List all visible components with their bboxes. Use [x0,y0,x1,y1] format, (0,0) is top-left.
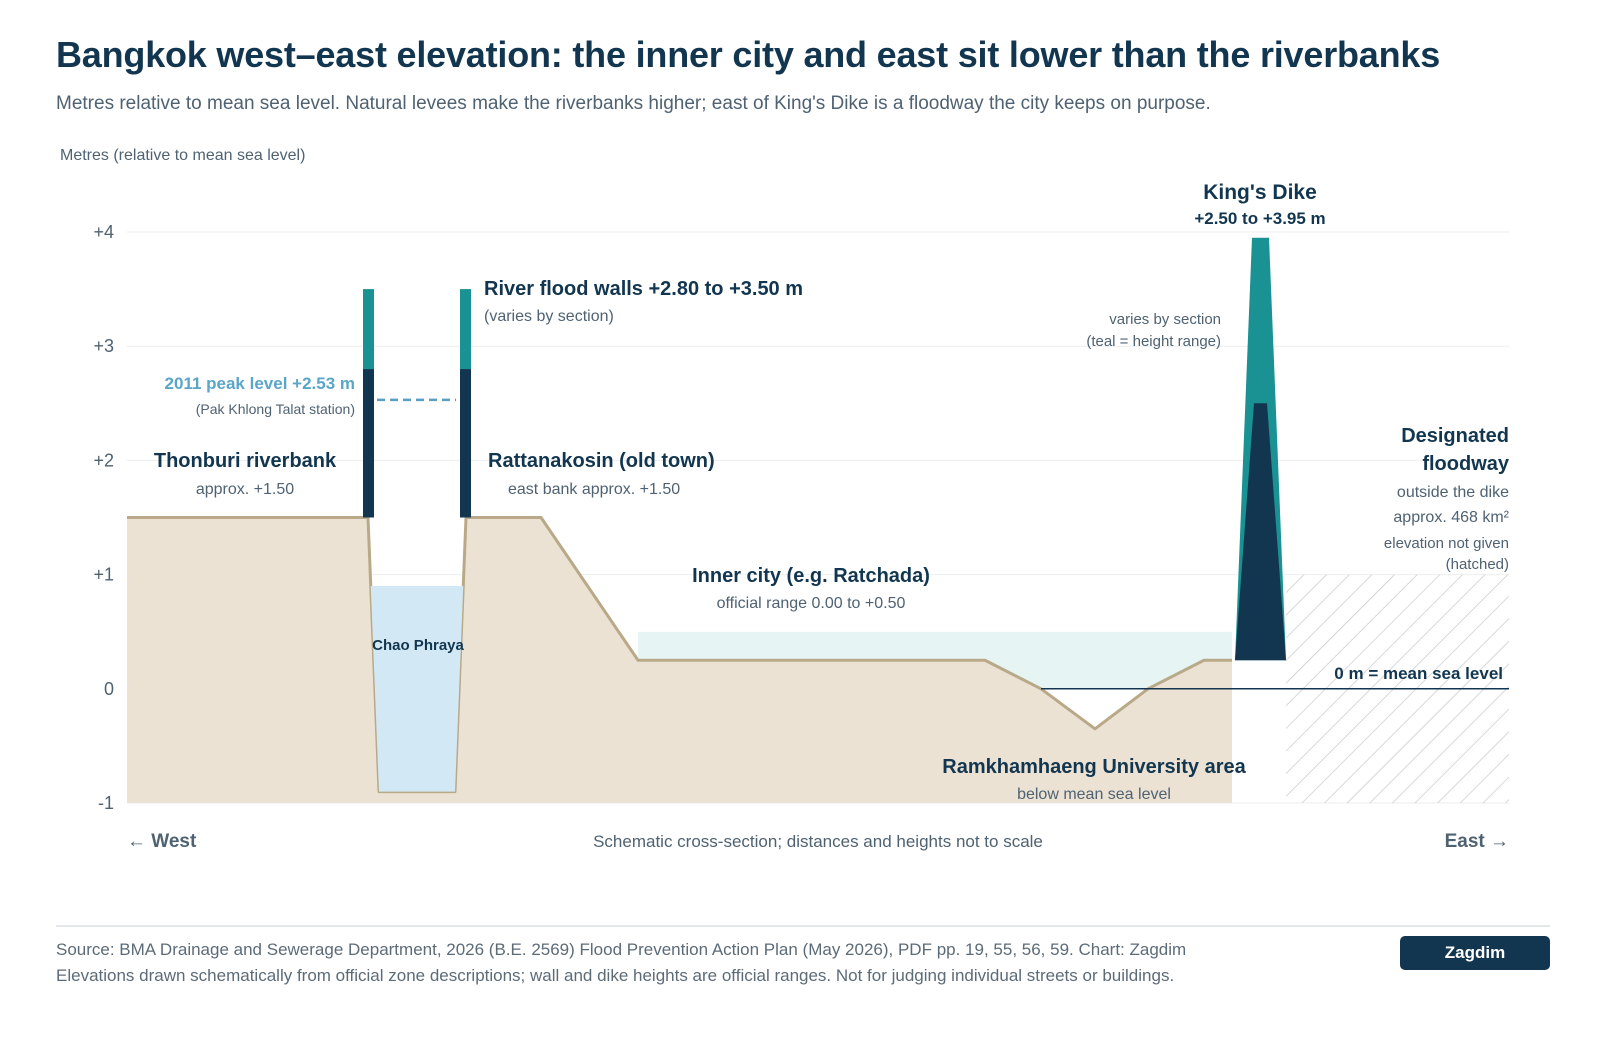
y-tick-label: 0 [104,679,114,699]
chao-phraya-water [370,586,464,792]
west-flood-wall-base [363,369,374,518]
floodway-title-1: Designated [1401,425,1509,447]
chart-subtitle: Metres relative to mean sea level. Natur… [56,93,1211,114]
dike-note-1: varies by section [1109,311,1221,328]
west-flood-wall-range [363,289,374,370]
floodway-sub-3: elevation not given [1384,535,1509,552]
floodway-sub-4: (hatched) [1446,556,1509,573]
old-town-sub: east bank approx. +1.50 [508,481,680,498]
thonburi-sub: approx. +1.50 [196,481,294,498]
peak-sub: (Pak Khlong Talat station) [196,401,355,417]
floodway-sub-2: approx. 468 km² [1393,509,1509,526]
walls-title: River flood walls +2.80 to +3.50 m [484,278,803,300]
dike-range: +2.50 to +3.95 m [1194,209,1325,228]
footer-note: Elevations drawn schematically from offi… [56,966,1175,985]
elevation-chart: Metres (relative to mean sea level) +4 +3… [60,147,1510,852]
ramkhamhaeng-sub: below mean sea level [1017,786,1171,803]
peak-title: 2011 peak level +2.53 m [165,374,355,393]
thonburi-title: Thonburi riverbank [154,450,337,472]
river-label: Chao Phraya [372,637,464,654]
walls-sub: (varies by section) [484,308,614,325]
ramkhamhaeng-title: Ramkhamhaeng University area [942,756,1246,778]
chart-title: Bangkok west–east elevation: the inner c… [56,34,1441,75]
y-tick-label: +4 [93,222,114,242]
east-label: East → [1445,831,1509,852]
east-flood-wall-range [460,289,471,370]
inner-city-title: Inner city (e.g. Ratchada) [692,565,930,587]
brand-badge: Zagdim [1400,936,1550,970]
y-tick-label: +2 [93,450,114,470]
y-tick-label: +3 [93,336,114,356]
footer-source: Source: BMA Drainage and Sewerage Depart… [56,940,1187,959]
footer-divider [56,925,1550,927]
y-tick-label: -1 [98,793,114,813]
floodway-title-2: floodway [1422,453,1510,475]
y-axis-title: Metres (relative to mean sea level) [60,147,305,164]
y-tick-label: +1 [93,565,114,585]
msl-label: 0 m = mean sea level [1334,664,1503,683]
old-town-title: Rattanakosin (old town) [488,450,715,472]
floodway-sub-1: outside the dike [1397,484,1509,501]
y-tick-labels: +4 +3 +2 +1 0 -1 [93,222,114,813]
west-label: ← West [127,831,197,852]
inner-city-sub: official range 0.00 to +0.50 [717,595,906,612]
dike-title: King's Dike [1203,181,1317,204]
dike-note-2: (teal = height range) [1086,333,1221,350]
east-flood-wall-base [460,369,471,518]
schematic-note: Schematic cross-section; distances and h… [593,832,1043,851]
kings-dike-base [1235,403,1286,661]
